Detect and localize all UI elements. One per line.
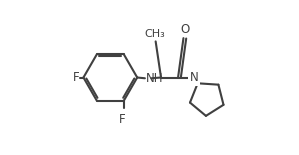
Text: N: N	[190, 71, 199, 84]
Text: F: F	[73, 71, 80, 84]
Text: F: F	[119, 113, 126, 126]
Text: N: N	[190, 71, 199, 84]
Text: NH: NH	[146, 72, 163, 85]
Text: CH₃: CH₃	[144, 29, 165, 39]
Text: O: O	[180, 23, 190, 35]
